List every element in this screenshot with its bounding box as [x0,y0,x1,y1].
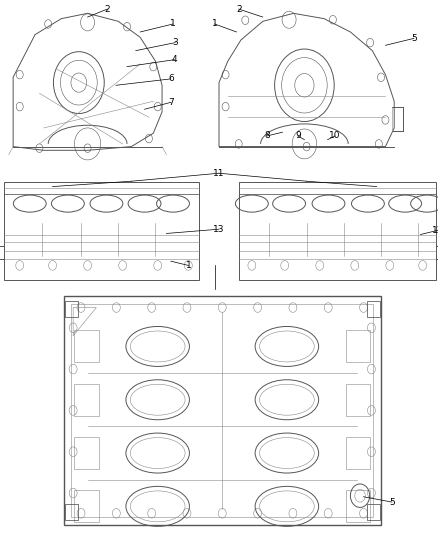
Bar [64,296,381,525]
Bar [367,301,380,317]
Text: 6: 6 [168,75,174,83]
Text: 8: 8 [264,132,270,140]
Bar [346,384,370,416]
Text: 12: 12 [432,226,438,235]
Bar [74,330,99,362]
Text: 1: 1 [212,20,218,28]
Text: 7: 7 [168,98,174,107]
Text: 4: 4 [172,55,177,64]
Bar [65,301,78,317]
Bar [367,504,380,520]
Bar [239,182,436,280]
Bar [4,182,199,280]
Text: 5: 5 [389,498,395,506]
Text: 10: 10 [329,132,341,140]
Bar [71,304,373,517]
Text: 11: 11 [213,169,225,177]
Text: 5: 5 [411,34,417,43]
Text: 3: 3 [172,38,178,47]
Bar [65,504,78,520]
Bar [74,490,99,522]
Text: 13: 13 [213,225,225,233]
Bar [74,384,99,416]
Text: 1: 1 [170,20,176,28]
Bar [346,437,370,469]
Text: 2: 2 [236,5,241,13]
Text: 1: 1 [185,261,191,270]
Bar [346,330,370,362]
Text: 9: 9 [295,132,301,140]
Text: 2: 2 [105,5,110,13]
Bar [74,437,99,469]
Bar [346,490,370,522]
